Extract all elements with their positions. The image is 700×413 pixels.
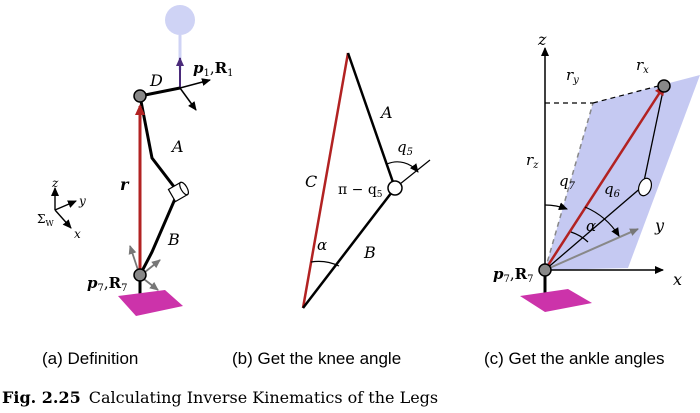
link-A [346, 52, 397, 189]
label-A: A [170, 137, 184, 156]
label-p1-R1: p1,R1 [193, 59, 234, 79]
label-p7-R7-c: p7,R7 [493, 265, 534, 285]
arc-q5 [386, 161, 419, 173]
label-rz: rz [526, 151, 539, 171]
panel-a-definition: z y x ΣW D p1,R1 A B r p7,R7 (a) Definit… [37, 5, 234, 368]
hip-ball-c [657, 79, 671, 93]
label-q7: q7 [559, 172, 576, 192]
caption-b: (b) Get the knee angle [232, 349, 401, 368]
panel-b-knee-angle: A B C q5 π − q5 α (b) Get the knee angle [232, 52, 431, 368]
arc-alpha-c [570, 231, 589, 243]
world-z-label: z [51, 176, 59, 190]
link-C [301, 52, 350, 309]
label-C-b: C [305, 172, 317, 191]
label-z-c: z [537, 30, 547, 49]
label-x-c: x [673, 270, 682, 289]
ankle-ball-c [538, 263, 552, 277]
label-A-b: A [379, 103, 393, 122]
figure-caption: Fig. 2.25 Calculating Inverse Kinematics … [2, 388, 438, 407]
caption-c: (c) Get the ankle angles [484, 349, 664, 368]
label-rx: rx [636, 56, 649, 76]
knee-joint-c [637, 177, 653, 197]
head-circle [165, 5, 195, 35]
label-pi-q5: π − q5 [338, 182, 383, 200]
world-x-arrow [54, 209, 72, 229]
label-B: B [167, 230, 180, 249]
plane-region [545, 75, 700, 270]
knee-joint [167, 181, 190, 203]
label-alpha-c: α [586, 217, 596, 235]
hip-offset-D [139, 86, 181, 98]
label-B-b: B [363, 243, 376, 262]
label-y-c: y [654, 216, 665, 235]
leg-to-knee-b [543, 84, 666, 271]
dashed-plane-edge [544, 102, 594, 271]
label-q6: q6 [604, 180, 621, 200]
hip-ball [133, 89, 147, 103]
world-y-label: y [78, 194, 86, 208]
world-sigma-label: ΣW [37, 212, 54, 228]
panel-c-ankle-angles: z x y ry rx rz q7 q6 α p7,R7 (c) Get the… [484, 30, 700, 368]
world-x-label: x [74, 227, 81, 241]
caption-a: (a) Definition [42, 349, 138, 368]
pelvis-y-arrow [179, 87, 197, 111]
arc-q7 [544, 202, 568, 210]
ankle-ball [133, 268, 147, 282]
link-B [302, 187, 396, 309]
knee-joint-b [387, 180, 403, 196]
arc-q6 [584, 206, 620, 237]
axis-y [544, 228, 639, 271]
label-q5: q5 [397, 138, 413, 158]
world-y-arrow [54, 200, 77, 211]
pelvis-x-arrow [179, 78, 211, 89]
foot-sole-c [520, 289, 592, 312]
dashed-ry-rx-edge [592, 84, 663, 104]
label-alpha-b: α [317, 236, 327, 254]
label-p7-R7: p7,R7 [87, 274, 128, 294]
foot-sole [118, 290, 183, 316]
label-r: r [120, 175, 130, 194]
label-ry: ry [566, 66, 579, 86]
label-D: D [149, 71, 163, 90]
arc-alpha [310, 260, 340, 267]
